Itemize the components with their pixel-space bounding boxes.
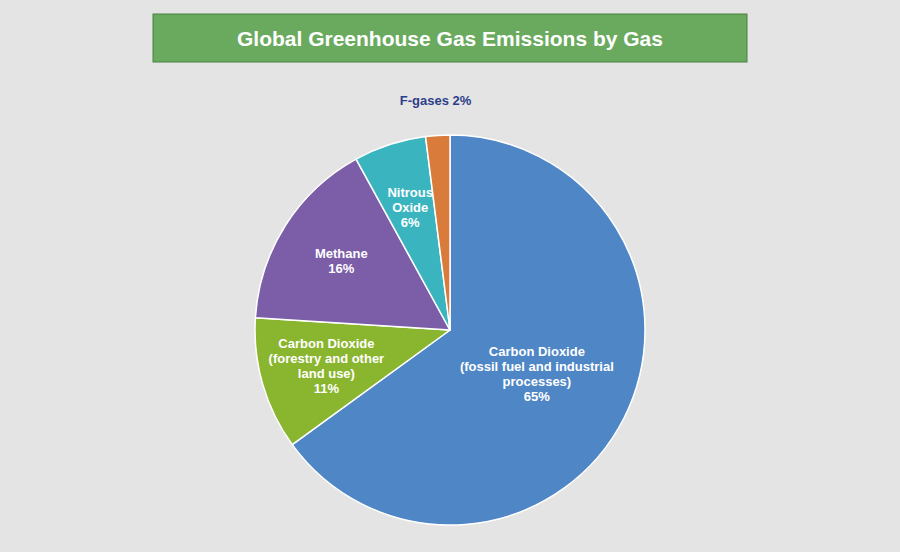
- slice-category: (forestry and other: [269, 351, 385, 366]
- slice-category: F-gases: [400, 93, 449, 108]
- slice-label: Carbon Dioxide(forestry and otherland us…: [269, 336, 385, 396]
- title-box: [153, 14, 747, 62]
- pie-slice: [255, 318, 450, 445]
- slice-category: Carbon Dioxide: [278, 336, 374, 351]
- chart-container: Global Greenhouse Gas Emissions by Gas Ca…: [0, 0, 900, 552]
- slice-label: Methane16%: [315, 246, 368, 276]
- slice-labels: Carbon Dioxide(fossil fuel and industria…: [269, 93, 614, 404]
- title: Global Greenhouse Gas Emissions by Gas: [237, 27, 663, 50]
- slice-category: (fossil fuel and industrial: [460, 359, 614, 374]
- slice-category: Methane: [315, 246, 368, 261]
- slices: [255, 135, 645, 525]
- chart-svg: Global Greenhouse Gas Emissions by Gas Ca…: [0, 0, 900, 552]
- slice-category: land use): [298, 366, 355, 381]
- pie-slice: [426, 135, 450, 330]
- slice-label: Carbon Dioxide(fossil fuel and industria…: [460, 344, 614, 404]
- slice-category: Nitrous: [387, 185, 433, 200]
- slice-label: NitrousOxide6%: [387, 185, 433, 230]
- slice-value: 6%: [401, 215, 420, 230]
- slice-value: 16%: [328, 261, 354, 276]
- slice-category: Oxide: [392, 200, 428, 215]
- slice-value: 11%: [314, 381, 340, 396]
- background: [0, 0, 900, 552]
- slice-label: F-gases 2%: [400, 93, 472, 108]
- slice-category: Carbon Dioxide: [489, 344, 585, 359]
- slice-category: processes): [503, 374, 572, 389]
- slice-value: 65%: [524, 389, 550, 404]
- slice-value: 2%: [449, 93, 472, 108]
